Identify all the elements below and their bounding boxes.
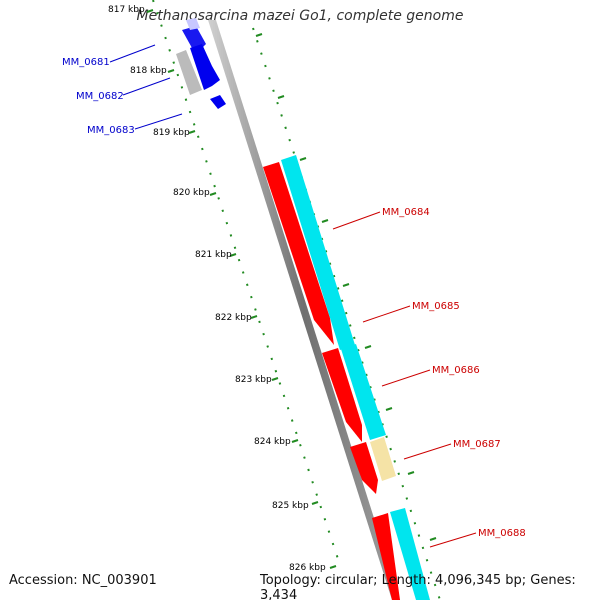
genome-title: Methanosarcina mazei Go1, complete genom… [136, 8, 464, 24]
gene-mm0682-blue [190, 44, 220, 90]
ruler-tick-mark-right [255, 33, 263, 37]
ruler-tick-mark [329, 565, 337, 569]
ruler-tick-label: 817 kbp [108, 5, 145, 15]
ruler-tick-label: 826 kbp [289, 563, 326, 573]
ruler-tick-mark [167, 69, 175, 73]
cds-cyan-0688 [390, 508, 430, 600]
gene-label[interactable]: MM_0686 [432, 365, 480, 376]
ruler-tick-mark-right [429, 537, 437, 541]
ruler-tick-label: 819 kbp [153, 128, 190, 138]
ruler-tick-mark-right [277, 95, 285, 99]
gene-mm0683-blue [210, 95, 226, 109]
gene-label-leader [134, 113, 183, 130]
ruler-tick-mark [229, 253, 237, 257]
ruler-right-dotted [252, 27, 441, 600]
gene-label[interactable]: MM_0688 [478, 528, 526, 539]
gene-label-leader [362, 305, 411, 323]
ruler-tick-mark [271, 377, 279, 381]
ruler-tick-mark [188, 130, 196, 134]
accession-text: Accession: NC_003901 [9, 573, 157, 588]
gene-mm0682-gray [176, 50, 202, 95]
ruler-tick-label: 822 kbp [215, 313, 252, 323]
gene-label-layer: MM_0681 MM_0682 MM_0683 MM_0684 MM_0685 MM_06… [62, 44, 526, 548]
ruler-tick-label: 818 kbp [130, 66, 167, 76]
gene-label[interactable]: MM_0685 [412, 301, 460, 312]
ruler-tick-mark-right [385, 407, 393, 411]
cds-cyan-0684-0685 [281, 155, 355, 350]
gene-label-leader [381, 369, 431, 387]
cds-red-0684-0685 [263, 162, 334, 345]
ruler-tick-mark-right [299, 157, 307, 161]
ruler-tick-label: 825 kbp [272, 501, 309, 511]
cds-red-0687 [350, 442, 378, 494]
genome-backbone [208, 20, 400, 600]
gene-label[interactable]: MM_0684 [382, 207, 430, 218]
cds-red-0686 [322, 348, 362, 442]
gene-label-leader [109, 44, 156, 63]
ruler-tick-mark [311, 501, 319, 505]
ruler-tick-mark [250, 315, 258, 319]
gene-label-leader [332, 211, 381, 230]
cds-yellow-0687 [370, 437, 396, 481]
ruler-tick-mark-right [364, 345, 372, 349]
gene-label[interactable]: MM_0687 [453, 439, 501, 450]
ruler-tick-label: 823 kbp [235, 375, 272, 385]
ruler-tick-mark [291, 439, 299, 443]
gene-label-leader [403, 443, 452, 460]
ruler-tick-label: 824 kbp [254, 437, 291, 447]
ruler-tick-mark [209, 192, 217, 196]
ruler-left-dotted [152, 0, 341, 566]
cds-red-0688 [372, 513, 400, 600]
genome-summary-text: Topology: circular; Length: 4,096,345 bp… [260, 573, 576, 600]
tick-layer: 817 kbp 818 kbp 819 kbp 820 kbp 821 kbp 822 k… [108, 5, 437, 573]
ruler-tick-mark [146, 9, 154, 13]
gene-label-leader [429, 532, 477, 548]
ruler-tick-label: 821 kbp [195, 250, 232, 260]
cds-cyan-0686 [341, 344, 386, 440]
gene-label[interactable]: MM_0682 [76, 91, 124, 102]
ruler-tick-mark-right [342, 283, 350, 287]
gene-label[interactable]: MM_0681 [62, 57, 110, 68]
ruler-tick-mark-right [321, 219, 329, 223]
gene-mm0681-lavender [186, 18, 200, 30]
gene-label-leader [122, 77, 171, 96]
ruler-tick-label: 820 kbp [173, 188, 210, 198]
ruler-tick-mark-right [407, 471, 415, 475]
gene-mm0681-arrow [182, 26, 206, 50]
gene-label[interactable]: MM_0683 [87, 125, 135, 136]
